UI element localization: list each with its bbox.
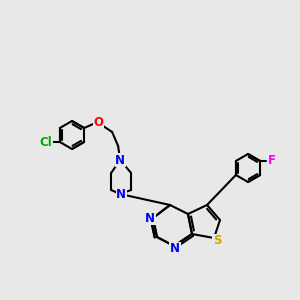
Text: N: N (115, 154, 125, 166)
Text: Cl: Cl (40, 136, 52, 148)
Text: N: N (170, 242, 180, 256)
Text: N: N (116, 188, 126, 202)
Text: O: O (93, 116, 103, 128)
Text: N: N (145, 212, 155, 224)
Text: F: F (268, 154, 276, 167)
Text: S: S (213, 235, 221, 248)
